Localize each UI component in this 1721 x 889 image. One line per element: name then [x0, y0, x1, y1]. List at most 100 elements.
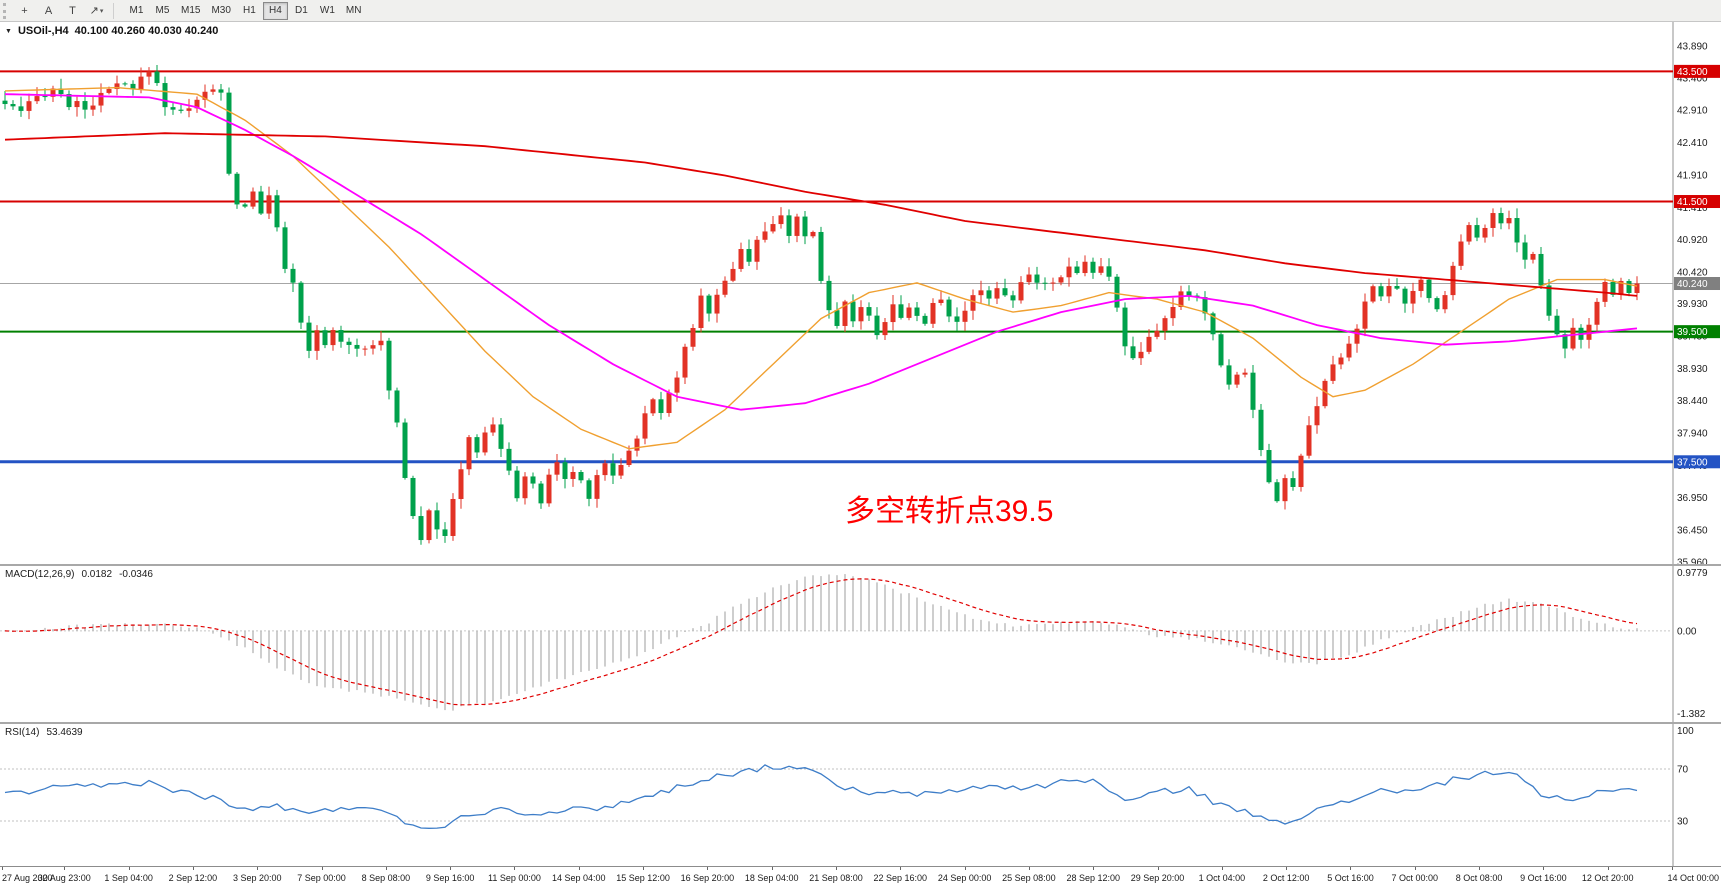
text-frame-icon: T — [69, 4, 76, 17]
axis-price-badge — [1674, 455, 1720, 469]
text-frame-tool-button[interactable]: T — [61, 2, 84, 20]
time-label: 14 Sep 04:00 — [551, 873, 606, 883]
time-label: 8 Sep 08:00 — [361, 873, 411, 883]
time-label: 9 Oct 16:00 — [1520, 873, 1567, 883]
time-label: 27 Aug 2020 — [2, 873, 53, 883]
price-axis-label: 36.950 — [1677, 493, 1708, 504]
price-axis-label: 37.940 — [1677, 429, 1708, 440]
price-axis-label: 35.960 — [1677, 558, 1708, 565]
time-label: 18 Sep 04:00 — [744, 873, 799, 883]
timeframe-h1-button[interactable]: H1 — [237, 2, 262, 20]
time-label: 1 Sep 04:00 — [104, 873, 153, 883]
price-axis-label: 42.410 — [1677, 138, 1708, 149]
arrow-icon: ↗ — [89, 5, 99, 17]
chart-title: ▼ USOil-,H4 40.100 40.260 40.030 40.240 — [5, 25, 218, 37]
chart-annotation: 多空转折点39.5 — [845, 495, 1054, 528]
time-label: 7 Sep 00:00 — [297, 873, 346, 883]
text-label-tool-button[interactable]: A — [37, 2, 60, 20]
toolbar-gripper[interactable] — [3, 2, 9, 19]
crosshair-icon: + — [21, 4, 28, 17]
macd-name: MACD(12,26,9) — [5, 569, 75, 580]
panel-splitter[interactable] — [0, 722, 1721, 724]
time-tick — [450, 867, 452, 870]
time-label: 25 Sep 08:00 — [1002, 873, 1056, 883]
time-label: 5 Oct 16:00 — [1327, 873, 1374, 883]
price-axis-label: 40.420 — [1677, 267, 1708, 278]
time-label: 30 Aug 23:00 — [37, 873, 91, 883]
time-tick — [707, 867, 709, 870]
rsi-axis-label: 100 — [1677, 726, 1694, 737]
price-axis-label: 39.930 — [1677, 299, 1708, 310]
rsi-line — [4, 764, 1638, 829]
time-tick — [1414, 867, 1416, 870]
time-tick — [578, 867, 580, 870]
crosshair-tool-button[interactable]: + — [13, 2, 36, 20]
macd-value-main: 0.0182 — [81, 569, 113, 580]
macd-label: MACD(12,26,9) 0.0182 -0.0346 — [5, 569, 153, 580]
slow-ma — [4, 132, 1638, 297]
time-axis[interactable]: 27 Aug 2020 30 Aug 23:00 1 Sep 04:00 2 Sep … — [0, 866, 1721, 889]
arrows-tool-button[interactable]: ↗ ▾ — [85, 2, 108, 20]
macd-axis-label: -1.382 — [1677, 709, 1706, 720]
svg-text:40.240: 40.240 — [1677, 279, 1708, 290]
time-tick — [771, 867, 773, 870]
axis-price-badge — [1674, 277, 1720, 291]
collapse-triangle-icon[interactable]: ▼ — [5, 27, 12, 35]
time-tick — [964, 867, 966, 870]
rsi-canvas[interactable]: 100 70 30 — [0, 724, 1721, 866]
timeframe-m5-button[interactable]: M5 — [150, 2, 175, 20]
svg-text:37.500: 37.500 — [1677, 457, 1708, 468]
timeframe-d1-button[interactable]: D1 — [289, 2, 314, 20]
timeframe-m15-button[interactable]: M15 — [176, 2, 205, 20]
time-tick — [1221, 867, 1223, 870]
candles — [2, 64, 1640, 545]
time-tick — [2, 867, 3, 870]
rsi-axis-label: 70 — [1677, 765, 1689, 776]
time-tick — [1672, 867, 1673, 870]
time-label: 12 Oct 20:00 — [1581, 873, 1634, 883]
macd-histogram — [4, 574, 1638, 711]
toolbar: + A T ↗ ▾ M1 M5 M15 M30 H1 H4 D1 W1 MN — [0, 0, 1721, 22]
time-tick — [643, 867, 645, 870]
timeframe-mn-button[interactable]: MN — [341, 2, 367, 20]
time-tick — [836, 867, 837, 870]
price-axis-label: 41.910 — [1677, 170, 1708, 181]
medium-ma — [4, 93, 1638, 411]
main-chart-canvas[interactable]: 43.890 43.400 42.910 42.410 41.910 41.410 40.9… — [0, 22, 1721, 564]
time-label: 2 Sep 12:00 — [168, 873, 218, 883]
price-axis-label: 41.410 — [1677, 203, 1708, 214]
time-label: 7 Oct 00:00 — [1391, 873, 1439, 883]
timeframe-m30-button[interactable]: M30 — [206, 2, 235, 20]
panel-splitter[interactable] — [0, 564, 1721, 566]
time-tick — [128, 867, 130, 870]
time-label: 9 Sep 16:00 — [425, 873, 475, 883]
time-tick — [321, 867, 323, 870]
time-tick — [1028, 867, 1030, 870]
time-tick — [1157, 867, 1159, 870]
price-axis-label: 40.920 — [1677, 235, 1708, 246]
main-chart-panel: ▼ USOil-,H4 40.100 40.260 40.030 40.240 … — [0, 22, 1721, 564]
time-tick — [64, 867, 66, 870]
svg-text:43.500: 43.500 — [1677, 67, 1708, 78]
price-axis-label: 43.890 — [1677, 42, 1708, 53]
macd-value-signal: -0.0346 — [119, 569, 153, 580]
time-tick — [257, 867, 259, 870]
price-axis-label: 36.450 — [1677, 526, 1708, 537]
time-tick — [1479, 867, 1481, 870]
rsi-panel: RSI(14) 53.4639 100 70 30 — [0, 724, 1721, 866]
timeframe-w1-button[interactable]: W1 — [315, 2, 340, 20]
time-label: 24 Sep 00:00 — [937, 873, 992, 883]
time-tick — [385, 867, 387, 870]
timeframe-m1-button[interactable]: M1 — [124, 2, 149, 20]
svg-text:39.500: 39.500 — [1677, 327, 1708, 338]
price-axis-label: 38.930 — [1677, 364, 1708, 375]
time-label: 21 Sep 08:00 — [809, 873, 863, 883]
toolbar-separator — [113, 2, 119, 19]
timeframe-h4-button[interactable]: H4 — [262, 1, 288, 20]
time-tick — [514, 867, 516, 870]
macd-canvas[interactable]: 0.9779 0.00 -1.382 — [0, 566, 1721, 722]
text-label-icon: A — [44, 4, 53, 17]
axis-price-badge — [1674, 195, 1720, 209]
time-label: 28 Sep 12:00 — [1066, 873, 1120, 883]
time-label: 29 Sep 20:00 — [1130, 873, 1185, 883]
